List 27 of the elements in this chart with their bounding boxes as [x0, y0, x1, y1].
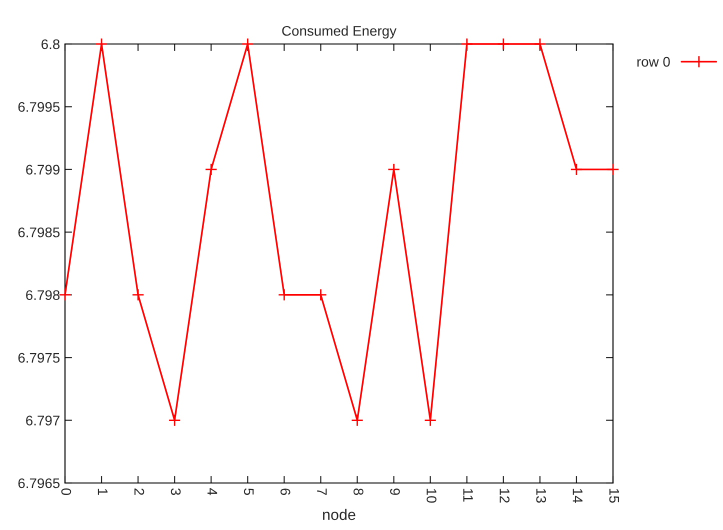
x-tick-label: 0	[61, 488, 72, 496]
y-tick-label: 6.799	[26, 164, 60, 175]
x-tick-label: 15	[609, 488, 619, 503]
y-tick-label: 6.8	[42, 39, 60, 50]
y-tick-label: 6.7965	[18, 478, 60, 488]
x-tick-label: 2	[134, 488, 144, 495]
x-tick-label: 4	[208, 488, 218, 496]
x-tick-label: 7	[317, 488, 327, 495]
x-tick-label: 8	[354, 488, 364, 495]
x-tick-label: 10	[426, 488, 436, 503]
x-tick-label: 1	[98, 488, 108, 495]
x-tick-label: 5	[244, 488, 254, 496]
x-tick-label: 9	[390, 488, 400, 495]
chart-title: Consumed Energy	[282, 26, 396, 39]
legend-label: row 0	[637, 56, 670, 67]
y-tick-label: 6.7985	[18, 227, 60, 238]
y-tick-label: 6.7975	[18, 352, 60, 363]
x-tick-label: 13	[536, 488, 546, 503]
x-tick-label: 3	[170, 488, 181, 495]
y-tick-label: 6.7995	[18, 102, 60, 112]
x-tick-label: 14	[572, 488, 582, 503]
y-tick-label: 6.798	[26, 290, 60, 300]
x-tick-label: 12	[500, 488, 510, 503]
x-tick-label: 6	[280, 488, 290, 495]
x-tick-label: 11	[463, 488, 473, 502]
x-axis-title: node	[323, 508, 356, 520]
y-tick-label: 6.797	[26, 416, 60, 426]
